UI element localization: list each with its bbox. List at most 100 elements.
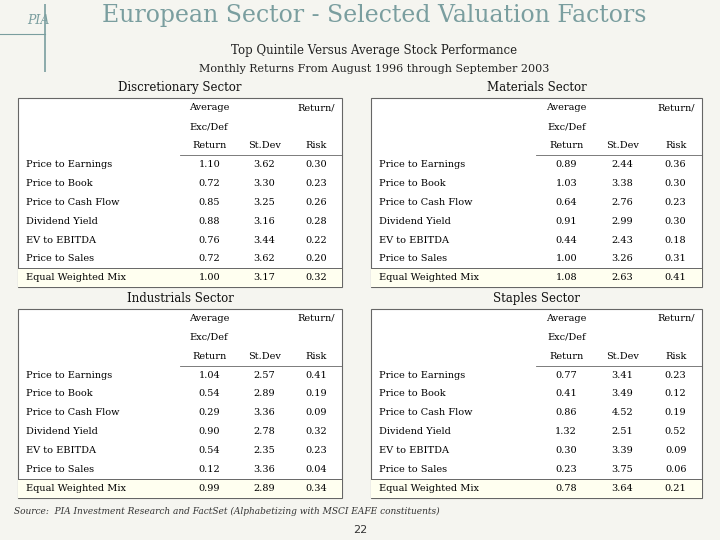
Text: Equal Weighted Mix: Equal Weighted Mix bbox=[26, 273, 126, 282]
Text: Price to Sales: Price to Sales bbox=[379, 465, 447, 474]
Text: Price to Earnings: Price to Earnings bbox=[26, 370, 112, 380]
Text: Industrials Sector: Industrials Sector bbox=[127, 292, 233, 305]
Text: 0.30: 0.30 bbox=[665, 179, 686, 188]
Text: 0.86: 0.86 bbox=[556, 408, 577, 417]
Text: 2.35: 2.35 bbox=[253, 446, 275, 455]
Text: 0.30: 0.30 bbox=[305, 160, 327, 169]
Text: 0.30: 0.30 bbox=[555, 446, 577, 455]
Text: EV to EBITDA: EV to EBITDA bbox=[379, 235, 449, 245]
Text: St.Dev: St.Dev bbox=[606, 141, 639, 150]
Text: 0.77: 0.77 bbox=[555, 370, 577, 380]
Text: 0.31: 0.31 bbox=[665, 254, 687, 264]
Text: EV to EBITDA: EV to EBITDA bbox=[26, 235, 96, 245]
Text: 0.91: 0.91 bbox=[555, 217, 577, 226]
Text: Equal Weighted Mix: Equal Weighted Mix bbox=[379, 273, 479, 282]
Text: 3.62: 3.62 bbox=[253, 160, 275, 169]
Text: 0.23: 0.23 bbox=[665, 198, 687, 207]
Text: 3.30: 3.30 bbox=[253, 179, 275, 188]
Text: Price to Sales: Price to Sales bbox=[26, 465, 94, 474]
Text: Average: Average bbox=[189, 314, 230, 323]
Text: Exc/Def: Exc/Def bbox=[547, 333, 585, 342]
Bar bbox=[371, 98, 702, 287]
Text: 0.64: 0.64 bbox=[555, 198, 577, 207]
Text: 0.09: 0.09 bbox=[665, 446, 686, 455]
Text: Risk: Risk bbox=[305, 352, 327, 361]
Text: 0.99: 0.99 bbox=[199, 484, 220, 493]
Text: 3.39: 3.39 bbox=[612, 446, 634, 455]
Text: 2.44: 2.44 bbox=[612, 160, 634, 169]
Text: 1.08: 1.08 bbox=[555, 273, 577, 282]
Text: St.Dev: St.Dev bbox=[606, 352, 639, 361]
Text: 2.89: 2.89 bbox=[253, 389, 275, 399]
Text: Average: Average bbox=[546, 103, 586, 112]
Text: 2.43: 2.43 bbox=[612, 235, 634, 245]
Text: 0.36: 0.36 bbox=[665, 160, 686, 169]
Text: 0.44: 0.44 bbox=[555, 235, 577, 245]
Text: EV to EBITDA: EV to EBITDA bbox=[379, 446, 449, 455]
Text: Exc/Def: Exc/Def bbox=[547, 122, 585, 131]
Text: Price to Sales: Price to Sales bbox=[379, 254, 447, 264]
Text: Price to Book: Price to Book bbox=[26, 389, 93, 399]
Text: Price to Book: Price to Book bbox=[379, 179, 446, 188]
Text: 2.57: 2.57 bbox=[253, 370, 275, 380]
Text: Return: Return bbox=[192, 141, 226, 150]
Text: Staples Sector: Staples Sector bbox=[493, 292, 580, 305]
Text: 0.76: 0.76 bbox=[199, 235, 220, 245]
Text: 1.10: 1.10 bbox=[198, 160, 220, 169]
Text: 0.41: 0.41 bbox=[665, 273, 687, 282]
Text: 0.32: 0.32 bbox=[305, 273, 327, 282]
Text: Return: Return bbox=[549, 352, 583, 361]
Text: 0.21: 0.21 bbox=[665, 484, 687, 493]
Text: Price to Earnings: Price to Earnings bbox=[379, 160, 465, 169]
Text: 0.12: 0.12 bbox=[665, 389, 687, 399]
Text: EV to EBITDA: EV to EBITDA bbox=[26, 446, 96, 455]
Text: 0.72: 0.72 bbox=[198, 179, 220, 188]
Text: 3.26: 3.26 bbox=[612, 254, 634, 264]
Text: Exc/Def: Exc/Def bbox=[190, 122, 228, 131]
Text: Source:  PIA Investment Research and FactSet (Alphabetizing with MSCI EAFE const: Source: PIA Investment Research and Fact… bbox=[14, 507, 440, 516]
Text: 0.54: 0.54 bbox=[199, 389, 220, 399]
Text: 0.88: 0.88 bbox=[199, 217, 220, 226]
Text: 2.63: 2.63 bbox=[612, 273, 634, 282]
Text: Price to Cash Flow: Price to Cash Flow bbox=[26, 198, 120, 207]
Text: 3.36: 3.36 bbox=[253, 465, 275, 474]
Text: 3.49: 3.49 bbox=[612, 389, 634, 399]
Text: 1.00: 1.00 bbox=[199, 273, 220, 282]
Text: 0.85: 0.85 bbox=[199, 198, 220, 207]
Text: Dividend Yield: Dividend Yield bbox=[26, 217, 98, 226]
Text: Price to Cash Flow: Price to Cash Flow bbox=[379, 198, 472, 207]
Text: 0.41: 0.41 bbox=[555, 389, 577, 399]
Text: Return/: Return/ bbox=[297, 314, 335, 323]
Text: Risk: Risk bbox=[305, 141, 327, 150]
Text: Price to Book: Price to Book bbox=[26, 179, 93, 188]
Bar bbox=[18, 268, 342, 287]
Text: Risk: Risk bbox=[665, 352, 686, 361]
Text: Price to Sales: Price to Sales bbox=[26, 254, 94, 264]
Text: 1.32: 1.32 bbox=[555, 427, 577, 436]
Text: Exc/Def: Exc/Def bbox=[190, 333, 228, 342]
Text: Equal Weighted Mix: Equal Weighted Mix bbox=[379, 484, 479, 493]
Text: 3.75: 3.75 bbox=[612, 465, 634, 474]
Text: 0.89: 0.89 bbox=[556, 160, 577, 169]
Text: Average: Average bbox=[189, 103, 230, 112]
Text: Return/: Return/ bbox=[657, 314, 694, 323]
Text: Return: Return bbox=[549, 141, 583, 150]
Text: 2.78: 2.78 bbox=[253, 427, 275, 436]
Text: St.Dev: St.Dev bbox=[248, 352, 281, 361]
Text: 0.22: 0.22 bbox=[305, 235, 327, 245]
Text: 0.30: 0.30 bbox=[665, 217, 686, 226]
Text: 2.89: 2.89 bbox=[253, 484, 275, 493]
Bar bbox=[18, 98, 342, 287]
Text: Return/: Return/ bbox=[297, 103, 335, 112]
Text: Risk: Risk bbox=[665, 141, 686, 150]
Text: Price to Cash Flow: Price to Cash Flow bbox=[26, 408, 120, 417]
Text: 0.23: 0.23 bbox=[555, 465, 577, 474]
Text: 3.36: 3.36 bbox=[253, 408, 275, 417]
Text: 0.12: 0.12 bbox=[198, 465, 220, 474]
Text: Top Quintile Versus Average Stock Performance: Top Quintile Versus Average Stock Perfor… bbox=[231, 44, 518, 57]
Text: Price to Book: Price to Book bbox=[379, 389, 446, 399]
Bar bbox=[371, 268, 702, 287]
Text: 0.90: 0.90 bbox=[199, 427, 220, 436]
Text: 2.76: 2.76 bbox=[612, 198, 634, 207]
Text: Discretionary Sector: Discretionary Sector bbox=[118, 81, 242, 94]
